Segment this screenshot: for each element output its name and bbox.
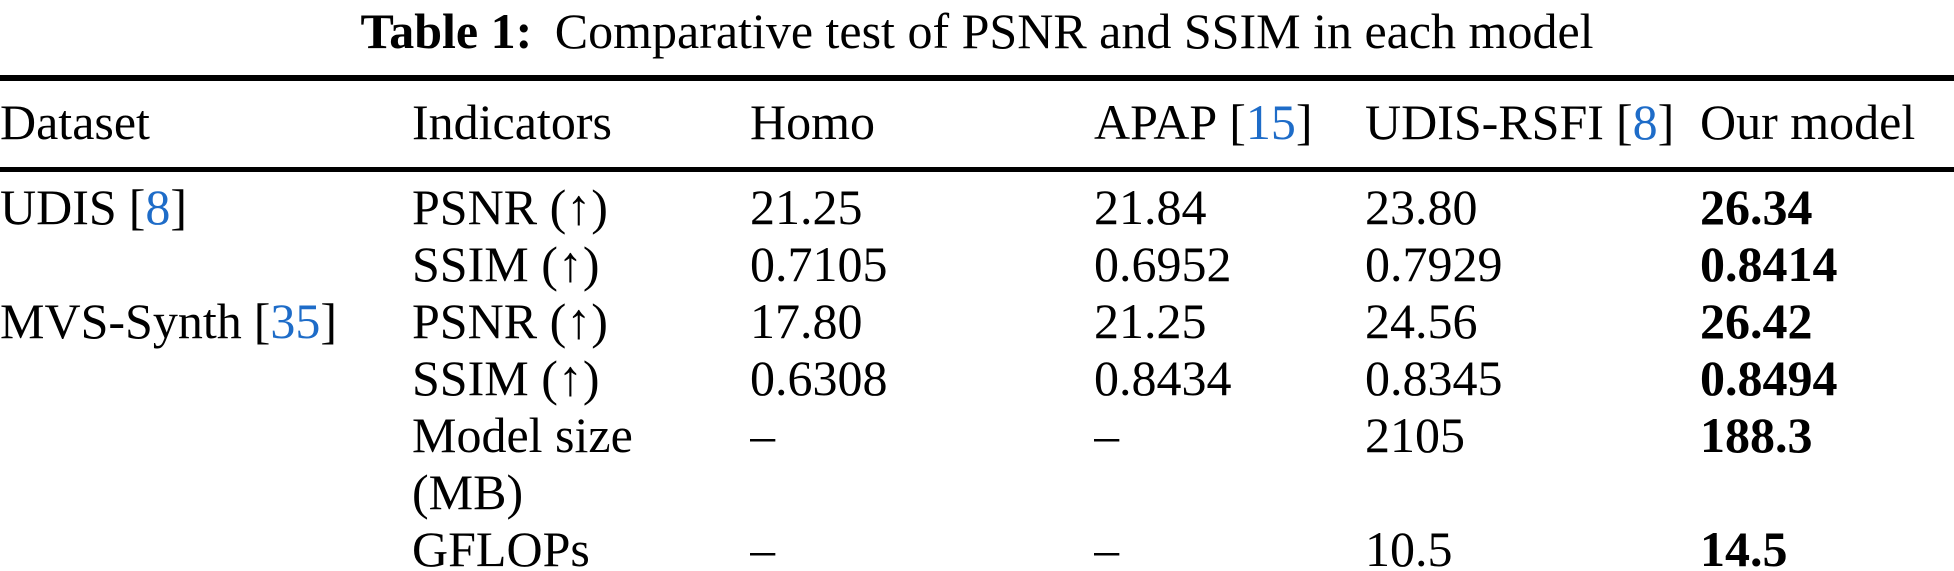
citation-link[interactable]: 8 [1632, 94, 1658, 150]
cell-value-homo: 0.7105 [750, 236, 888, 292]
cell-value-homo: – [750, 407, 775, 463]
cell-indicator: PSNR (↑) [412, 179, 608, 235]
cell-value-udis-rsfi: 23.80 [1365, 179, 1478, 235]
table-row: Model size (MB) – – 2105 188.3 [0, 407, 1954, 521]
table-row: SSIM (↑) 0.7105 0.6952 0.7929 0.8414 [0, 236, 1954, 293]
cell-value-our-model: 0.8414 [1700, 236, 1838, 292]
cell-indicator: SSIM (↑) [412, 350, 600, 406]
cell-value-homo: 21.25 [750, 179, 863, 235]
cell-value-apap: – [1094, 407, 1119, 463]
col-header-our-model: Our model [1700, 78, 1954, 172]
cell-dataset: UDIS [8] [0, 179, 187, 235]
header-row: Dataset Indicators Homo APAP [15] UDIS-RS… [0, 78, 1954, 172]
col-header-dataset: Dataset [0, 78, 412, 172]
cell-dataset [0, 521, 412, 571]
cell-value-our-model: 14.5 [1700, 521, 1788, 571]
cell-value-udis-rsfi: 10.5 [1365, 521, 1453, 571]
citation-bracket: [8] [128, 179, 187, 235]
cell-value-our-model: 26.42 [1700, 293, 1813, 349]
table-caption: Table 1: Comparative test of PSNR and SSI… [0, 0, 1954, 75]
col-header-udis-rsfi: UDIS-RSFI [8] [1365, 78, 1700, 172]
results-table: Dataset Indicators Homo APAP [15] UDIS-RS… [0, 75, 1954, 571]
cell-value-homo: 0.6308 [750, 350, 888, 406]
cell-value-apap: – [1094, 521, 1119, 571]
cell-value-homo: – [750, 521, 775, 571]
citation-link[interactable]: 15 [1245, 94, 1296, 150]
citation-bracket: [15] [1229, 94, 1313, 150]
cell-dataset [0, 236, 412, 293]
col-header-homo: Homo [750, 78, 1094, 172]
col-header-apap: APAP [15] [1094, 78, 1365, 172]
table-caption-text: Comparative test of PSNR and SSIM in eac… [554, 3, 1594, 59]
cell-value-apap: 0.6952 [1094, 236, 1232, 292]
col-header-indicators: Indicators [412, 78, 750, 172]
cell-value-homo: 17.80 [750, 293, 863, 349]
cell-indicator: PSNR (↑) [412, 293, 608, 349]
table-row: MVS-Synth [35] PSNR (↑) 17.80 21.25 24.56… [0, 293, 1954, 350]
cell-value-apap: 21.84 [1094, 179, 1207, 235]
table-row: SSIM (↑) 0.6308 0.8434 0.8345 0.8494 [0, 350, 1954, 407]
cell-value-udis-rsfi: 0.7929 [1365, 236, 1503, 292]
cell-indicator: SSIM (↑) [412, 236, 600, 292]
citation-link[interactable]: 8 [145, 179, 171, 235]
cell-dataset [0, 407, 412, 521]
citation-bracket: [35] [253, 293, 338, 349]
cell-indicator: GFLOPs [412, 521, 590, 571]
cell-value-udis-rsfi: 24.56 [1365, 293, 1478, 349]
cell-value-apap: 0.8434 [1094, 350, 1232, 406]
cell-value-our-model: 188.3 [1700, 407, 1813, 463]
table-row: GFLOPs – – 10.5 14.5 [0, 521, 1954, 571]
cell-value-apap: 21.25 [1094, 293, 1207, 349]
cell-value-udis-rsfi: 2105 [1365, 407, 1465, 463]
cell-value-udis-rsfi: 0.8345 [1365, 350, 1503, 406]
citation-link[interactable]: 35 [270, 293, 321, 349]
citation-bracket: [8] [1615, 94, 1675, 150]
cell-value-our-model: 0.8494 [1700, 350, 1838, 406]
table-row: UDIS [8] PSNR (↑) 21.25 21.84 23.80 26.34 [0, 170, 1954, 237]
cell-value-our-model: 26.34 [1700, 179, 1813, 235]
cell-indicator: Model size (MB) [412, 407, 633, 520]
cell-dataset: MVS-Synth [35] [0, 293, 338, 349]
table-caption-number: Table 1: [360, 3, 533, 59]
cell-dataset [0, 350, 412, 407]
